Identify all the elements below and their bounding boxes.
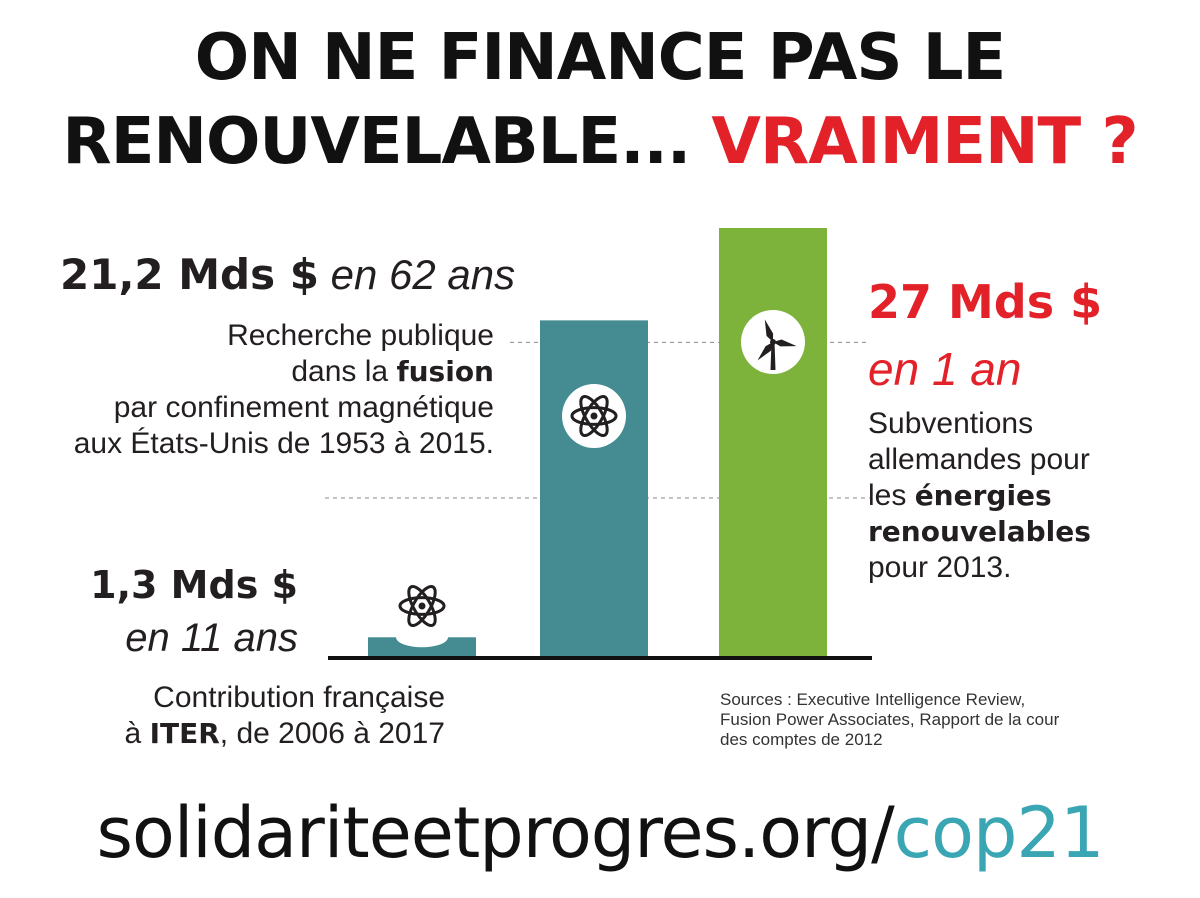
desc-line: pour 2013. — [868, 551, 1012, 584]
desc-line: par confinement magnétique — [113, 391, 494, 424]
atom-icon — [562, 384, 626, 448]
desc-text: les — [868, 479, 915, 512]
iter-period: en 11 ans — [125, 616, 298, 660]
sources-line: Sources : Executive Intelligence Review, — [720, 690, 1026, 709]
desc-line: dans la fusion — [20, 354, 494, 390]
desc-line: renouvelables — [868, 514, 1188, 550]
fusion-usa-period: en 62 ans — [330, 251, 516, 298]
desc-line: Subventions — [868, 407, 1034, 440]
renewables-period: en 1 an — [868, 343, 1022, 395]
desc-emphasis: fusion — [396, 355, 494, 388]
desc-line: allemandes pour — [868, 443, 1090, 476]
desc-text: , de 2006 à 2017 — [219, 717, 445, 750]
desc-line: Recherche publique — [227, 319, 494, 352]
desc-emphasis: énergies — [914, 479, 1052, 512]
bar — [540, 320, 648, 658]
url-accent: cop21 — [893, 792, 1105, 874]
fusion-usa-label: 21,2 Mds $ en 62 ans — [60, 250, 600, 299]
desc-text: à — [124, 717, 150, 750]
wind-turbine-icon — [741, 310, 805, 374]
renewables-amount: 27 Mds $ — [868, 275, 1103, 329]
desc-line: Contribution française — [153, 681, 445, 714]
iter-description: Contribution française à ITER, de 2006 à… — [40, 680, 445, 752]
bar — [719, 228, 827, 658]
headline-line-2: RENOUVELABLE... VRAIMENT ? — [0, 106, 1200, 178]
sources-line: des comptes de 2012 — [720, 730, 883, 749]
desc-text: dans la — [291, 355, 397, 388]
desc-emphasis: ITER — [149, 717, 220, 750]
headline-line-1: ON NE FINANCE PAS LE — [194, 21, 1006, 95]
desc-line: à ITER, de 2006 à 2017 — [40, 716, 445, 752]
url-main: solidariteetprogres.org/ — [96, 792, 895, 874]
desc-line: les énergies — [868, 478, 1188, 514]
atom-icon — [398, 584, 446, 628]
bar — [368, 637, 476, 658]
fusion-usa-amount: 21,2 Mds $ — [60, 250, 319, 299]
sources-line: Fusion Power Associates, Rapport de la c… — [720, 710, 1060, 729]
desc-emphasis: renouvelables — [868, 515, 1091, 548]
website-url[interactable]: solidariteetprogres.org/cop21 — [0, 788, 1200, 878]
bar-notch — [396, 627, 448, 648]
fusion-usa-description: Recherche publique dans la fusion par co… — [20, 318, 494, 462]
headline-main: RENOUVELABLE... — [62, 105, 691, 179]
desc-line: aux États-Unis de 1953 à 2015. — [73, 427, 494, 460]
sources-note: Sources : Executive Intelligence Review,… — [720, 690, 1180, 750]
headline-accent: VRAIMENT ? — [711, 105, 1138, 179]
renewables-description: Subventions allemandes pour les énergies… — [868, 406, 1188, 586]
iter-amount: 1,3 Mds $ — [90, 563, 298, 607]
